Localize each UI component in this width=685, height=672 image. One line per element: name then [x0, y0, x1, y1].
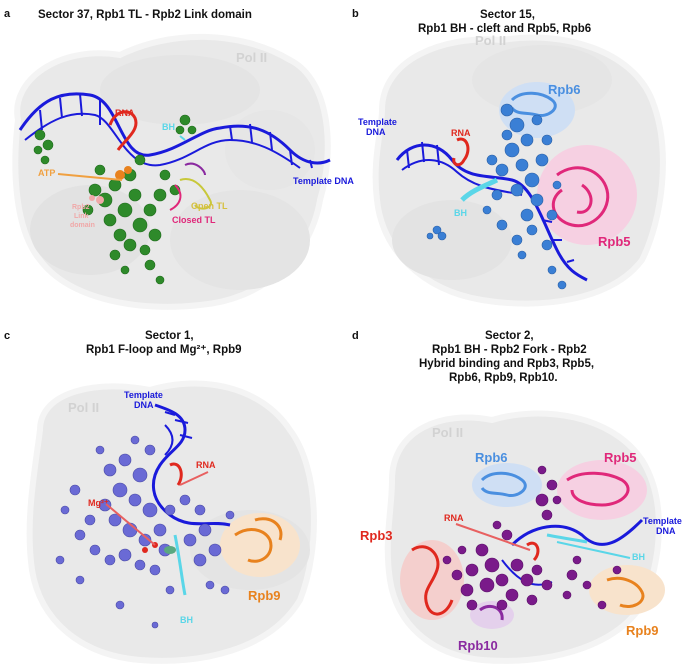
rpb3-ribbon — [411, 545, 454, 616]
rpb9-ribbon — [606, 576, 645, 608]
link-domain-label-2: Link — [74, 213, 89, 220]
link-domain-label-1: Rpb2 — [72, 204, 90, 211]
panel-d: d Sector 2, Rpb1 BH - Rpb2 Fork - Rpb2 H… — [342, 320, 685, 672]
bh-helix — [546, 533, 588, 544]
sector-2-spheres — [442, 465, 622, 611]
pol2-label: Pol II — [475, 33, 507, 48]
sector-37-spheres — [33, 114, 197, 285]
rpb9-surface — [589, 565, 665, 615]
sector-1-spheres — [55, 435, 235, 629]
template-dna-label-1: Template — [643, 516, 682, 526]
panel-d-title-line1: Sector 2, — [485, 330, 534, 342]
bh-label: BH — [454, 208, 467, 218]
bh-label: BH — [162, 122, 175, 132]
panel-a-title: Sector 37, Rpb1 TL - Rpb2 Link domain — [38, 9, 252, 21]
panel-a-structure — [12, 33, 331, 310]
rna-label: RNA — [451, 128, 471, 138]
template-dna-label-2: DNA — [656, 526, 676, 536]
panel-b-title-line1: Sector 15, — [480, 9, 535, 21]
pol2-label: Pol II — [68, 400, 100, 415]
panel-d-structure — [384, 410, 665, 664]
panel-d-letter: d — [352, 330, 359, 342]
rpb6-surface — [472, 463, 542, 507]
panel-a-letter: a — [4, 8, 11, 20]
atp-label: ATP — [38, 168, 56, 178]
rpb5-surface — [537, 145, 637, 245]
panel-c-title-line2: Rpb1 F-loop and Mg²⁺, Rpb9 — [86, 344, 242, 356]
panel-b: b Sector 15, Rpb1 BH - cleft and Rpb5, R… — [342, 0, 685, 320]
template-dna-strand — [151, 403, 231, 527]
rpb9-surface — [220, 513, 300, 577]
rpb10-ribbon — [479, 604, 504, 621]
template-dna-label-2: DNA — [134, 400, 154, 410]
panel-c-title-line1: Sector 1, — [145, 330, 194, 342]
template-dna-label-1: Template — [358, 117, 397, 127]
bh-helix — [460, 177, 499, 202]
rpb9-label: Rpb9 — [248, 588, 281, 603]
rpb5-label: Rpb5 — [598, 234, 631, 249]
closed-tl — [169, 184, 182, 211]
link-domain-label-3: domain — [70, 222, 95, 229]
rna-label: RNA — [115, 108, 135, 118]
rpb6-ribbon — [480, 471, 527, 498]
panel-b-structure — [372, 34, 666, 307]
bh-label: BH — [180, 615, 193, 625]
panel-a: a Sector 37, Rpb1 TL - Rpb2 Link domain … — [0, 0, 354, 320]
rpb5-label: Rpb5 — [604, 450, 637, 465]
rna-label: RNA — [196, 460, 216, 470]
pol2-label: Pol II — [236, 50, 268, 65]
bh-label: BH — [632, 552, 645, 562]
rpb6-label: Rpb6 — [548, 82, 581, 97]
rpb3-label: Rpb3 — [360, 528, 393, 543]
template-dna-label: Template DNA — [293, 176, 354, 186]
panel-d-title-line4: Rpb6, Rpb9, Rpb10. — [449, 372, 558, 384]
rpb6-label: Rpb6 — [475, 450, 508, 465]
panel-c-structure — [26, 380, 317, 664]
template-dna-strand — [510, 518, 644, 547]
rpb10-label: Rpb10 — [458, 638, 498, 653]
rpb9-label: Rpb9 — [626, 623, 659, 638]
panel-b-title-line2: Rpb1 BH - cleft and Rpb5, Rpb6 — [418, 23, 592, 35]
closed-tl-label: Closed TL — [172, 215, 216, 225]
sector-15-spheres — [426, 103, 567, 290]
template-dna-label-2: DNA — [366, 127, 386, 137]
panel-b-letter: b — [352, 8, 359, 20]
panel-c: c Sector 1, Rpb1 F-loop and Mg²⁺, Rpb9 P… — [0, 320, 342, 672]
panel-c-letter: c — [4, 330, 11, 342]
rna-strand — [452, 137, 470, 167]
rpb6-ribbon — [510, 91, 557, 118]
mg-label: Mg²⁺ — [88, 498, 109, 508]
panel-d-title-line3: Hybrid binding and Rpb3, Rpb5, — [419, 358, 595, 370]
open-tl-label: Open TL — [191, 201, 228, 211]
bh-helix — [173, 534, 187, 596]
rna-label: RNA — [444, 513, 464, 523]
rna-strand — [108, 110, 138, 151]
panel-d-title-line2: Rpb1 BH - Rpb2 Fork - Rpb2 — [432, 344, 587, 356]
rpb5-ribbon — [566, 471, 630, 507]
rna-strand — [526, 541, 540, 562]
rna-strand — [169, 462, 183, 486]
template-dna-strand-2 — [24, 112, 301, 169]
rpb9-ribbon — [234, 517, 283, 563]
pol2-label: Pol II — [432, 425, 464, 440]
open-tl — [179, 178, 212, 210]
template-dna-label-1: Template — [124, 390, 163, 400]
